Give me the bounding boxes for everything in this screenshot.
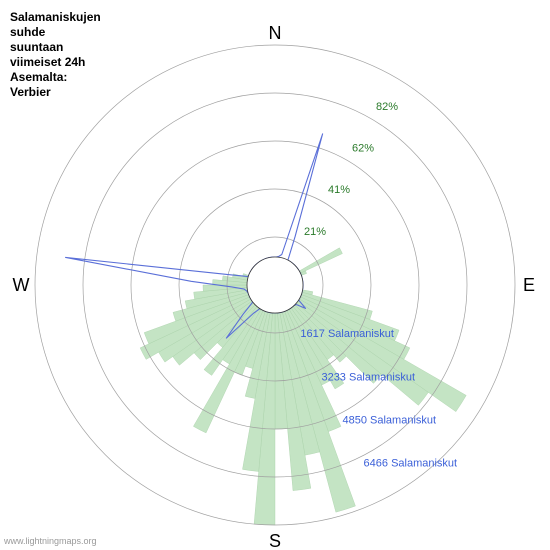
pct-label: 62% xyxy=(352,143,374,155)
pct-label: 82% xyxy=(376,101,398,113)
strike-label: 3233 Salamaniskut xyxy=(321,371,415,383)
pct-label: 41% xyxy=(328,184,350,196)
cardinal-e: E xyxy=(523,275,535,295)
footer-link: www.lightningmaps.org xyxy=(4,536,97,546)
pct-label: 21% xyxy=(304,226,326,238)
center-hole xyxy=(247,257,303,313)
cardinal-s: S xyxy=(269,531,281,550)
strike-label: 6466 Salamaniskut xyxy=(364,458,458,470)
title-block: Salamaniskujen suhde suuntaan viimeiset … xyxy=(10,10,101,100)
strike-label: 1617 Salamaniskut xyxy=(300,328,394,340)
cardinal-w: W xyxy=(13,275,30,295)
cardinal-n: N xyxy=(269,23,282,43)
strike-label: 4850 Salamaniskut xyxy=(343,414,437,426)
